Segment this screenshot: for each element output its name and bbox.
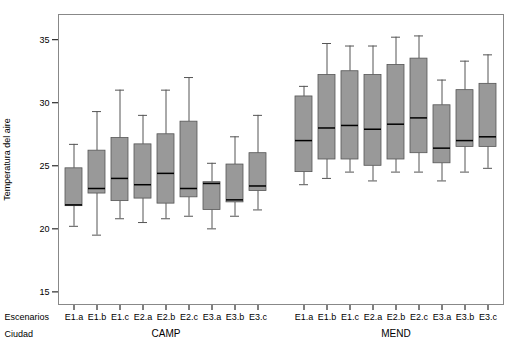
svg-text:25: 25 — [39, 161, 49, 171]
svg-text:E1.c: E1.c — [341, 312, 360, 322]
svg-text:E2.b: E2.b — [387, 312, 406, 322]
svg-text:Ciudad: Ciudad — [5, 329, 34, 339]
svg-text:15: 15 — [39, 287, 49, 297]
svg-text:E3.a: E3.a — [203, 312, 222, 322]
svg-text:E2.a: E2.a — [134, 312, 153, 322]
svg-text:20: 20 — [39, 224, 49, 234]
svg-text:CAMP: CAMP — [152, 328, 181, 339]
svg-text:E2.a: E2.a — [364, 312, 383, 322]
svg-text:E2.c: E2.c — [410, 312, 429, 322]
svg-text:E3.b: E3.b — [456, 312, 475, 322]
svg-text:E3.c: E3.c — [249, 312, 268, 322]
svg-text:E3.a: E3.a — [433, 312, 452, 322]
svg-text:E3.b: E3.b — [226, 312, 245, 322]
svg-text:30: 30 — [39, 98, 49, 108]
svg-text:E1.b: E1.b — [88, 312, 107, 322]
svg-text:E1.c: E1.c — [111, 312, 130, 322]
svg-text:E3.c: E3.c — [479, 312, 498, 322]
svg-text:E2.b: E2.b — [157, 312, 176, 322]
svg-text:Temperatura del aire: Temperatura del aire — [2, 118, 12, 201]
svg-text:35: 35 — [39, 35, 49, 45]
svg-text:E1.a: E1.a — [65, 312, 84, 322]
svg-text:E1.a: E1.a — [295, 312, 314, 322]
svg-text:MEND: MEND — [381, 328, 410, 339]
svg-text:E1.b: E1.b — [318, 312, 337, 322]
svg-text:E2.c: E2.c — [180, 312, 199, 322]
svg-text:Escenarios: Escenarios — [5, 312, 50, 322]
